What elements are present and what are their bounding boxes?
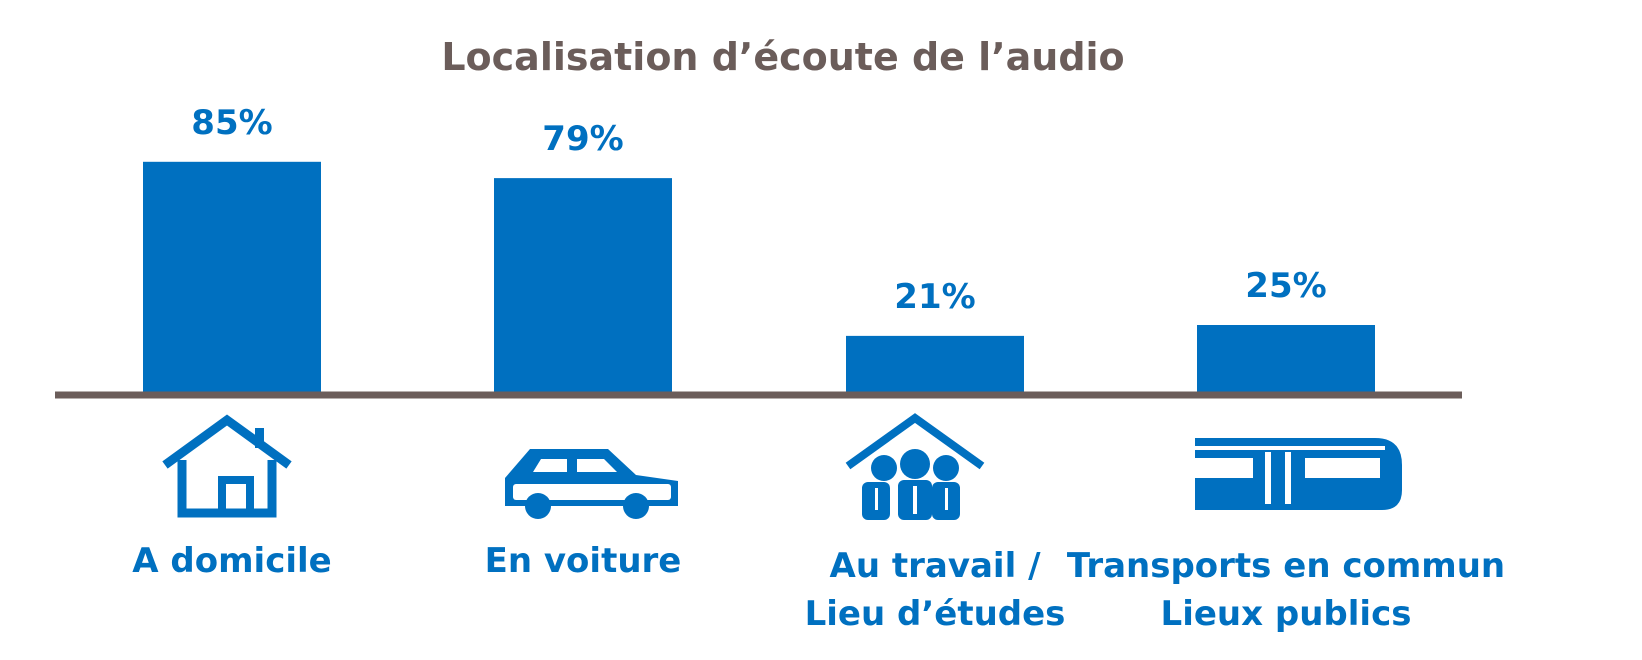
- bar-value-label: 21%: [894, 277, 975, 317]
- bar: [143, 161, 321, 393]
- category-label: A domicile: [132, 541, 331, 581]
- house-icon: [162, 414, 292, 518]
- category-label: Lieux publics: [1161, 594, 1412, 634]
- category-label: Lieu d’études: [805, 594, 1066, 634]
- category-labels: A domicile En voiture Au travail / Lieu d’é…: [132, 541, 1505, 634]
- bar-value-label: 85%: [191, 103, 272, 143]
- office-workers-icon: [845, 413, 985, 520]
- bar: [494, 178, 672, 393]
- category-icons: [162, 413, 1402, 520]
- bars-group: 85% 79% 21% 25%: [143, 103, 1375, 393]
- tram-icon: [1195, 438, 1402, 510]
- bar: [846, 335, 1024, 393]
- category-label: Transports en commun: [1067, 546, 1505, 586]
- bar-value-label: 25%: [1245, 266, 1326, 306]
- bar-value-label: 79%: [542, 119, 623, 159]
- chart-title: Localisation d’écoute de l’audio: [441, 35, 1124, 79]
- car-icon: [505, 449, 678, 519]
- bar: [1197, 325, 1375, 393]
- category-label: Au travail /: [830, 546, 1042, 586]
- category-label: En voiture: [485, 541, 682, 581]
